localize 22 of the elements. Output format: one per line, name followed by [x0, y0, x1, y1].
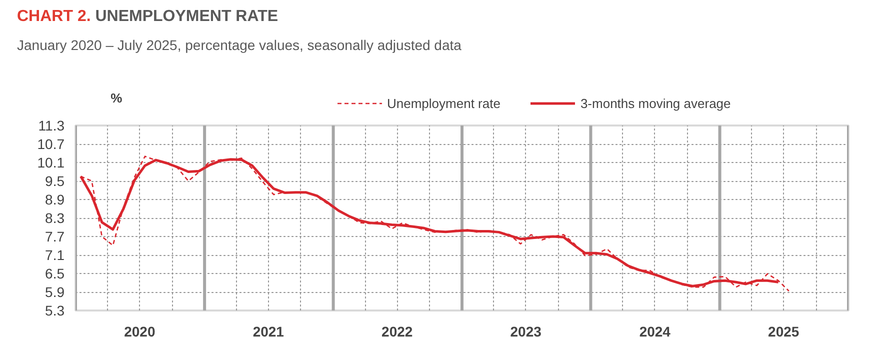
legend-label: Unemployment rate — [387, 96, 500, 110]
y-tick-label: 7.1 — [45, 247, 65, 263]
y-tick-label: 5.3 — [45, 302, 65, 318]
y-tick-label: 8.3 — [45, 210, 65, 226]
y-tick-label: 10.7 — [37, 136, 65, 152]
x-tick-label: 2024 — [639, 324, 671, 337]
y-tick-label: 7.7 — [45, 228, 65, 244]
chart-title: CHART 2. UNEMPLOYMENT RATE — [17, 8, 278, 26]
y-tick-label: 8.9 — [45, 192, 65, 208]
y-tick-label: 5.9 — [45, 284, 65, 300]
x-tick-label: 2025 — [768, 324, 800, 337]
x-tick-label: 2020 — [124, 324, 156, 337]
legend-label: 3-months moving average — [580, 96, 731, 110]
y-tick-label: 9.5 — [45, 173, 65, 189]
x-tick-label: 2023 — [510, 324, 542, 337]
y-tick-label: 10.1 — [37, 154, 65, 170]
chart-subtitle: January 2020 – July 2025, percentage values, seasonally adjusted data — [17, 36, 462, 54]
y-tick-label: 6.5 — [45, 266, 65, 282]
y-axis-title: % — [110, 90, 123, 106]
x-tick-label: 2022 — [382, 324, 413, 337]
y-tick-label: 11.3 — [38, 118, 65, 134]
x-tick-label: 2021 — [252, 324, 284, 337]
